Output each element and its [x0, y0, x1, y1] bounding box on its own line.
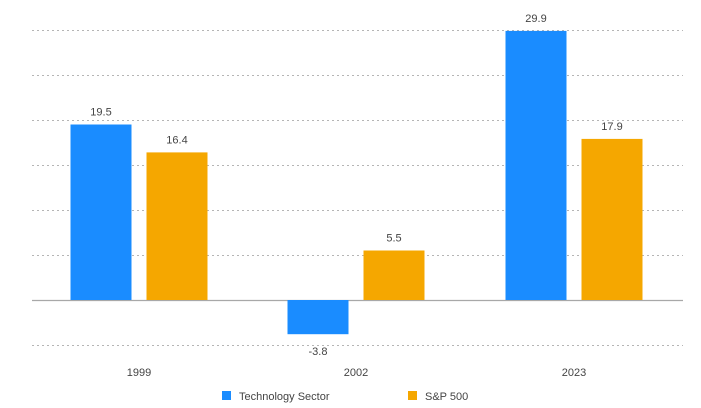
bar-sp500-1999	[146, 152, 208, 300]
legend-swatch	[408, 391, 417, 400]
legend-swatch	[222, 391, 231, 400]
x-tick-label: 1999	[127, 367, 151, 379]
data-label: 16.4	[166, 134, 187, 146]
data-label: 29.9	[525, 13, 546, 25]
legend-label: Technology Sector	[239, 391, 330, 403]
x-tick-label: 2002	[344, 367, 368, 379]
bar-technology-sector-2023	[505, 30, 567, 301]
data-label: 5.5	[386, 233, 401, 245]
data-label: -3.8	[309, 346, 328, 358]
bar-technology-sector-1999	[70, 124, 132, 300]
legend-label: S&P 500	[425, 391, 468, 403]
x-tick-labels: 1999 2002 2023	[127, 367, 586, 379]
data-label: 17.9	[601, 121, 622, 133]
bar-sp500-2002	[363, 250, 425, 300]
data-labels: 19.5 -3.8 29.9 16.4 5.5 17.9	[90, 13, 622, 358]
bars	[70, 30, 643, 335]
bar-sp500-2023	[581, 138, 643, 300]
legend: Technology Sector S&P 500	[222, 391, 468, 403]
x-tick-label: 2023	[562, 367, 586, 379]
bar-technology-sector-2002	[287, 300, 349, 335]
gridlines	[32, 30, 683, 346]
data-label: 19.5	[90, 107, 111, 119]
